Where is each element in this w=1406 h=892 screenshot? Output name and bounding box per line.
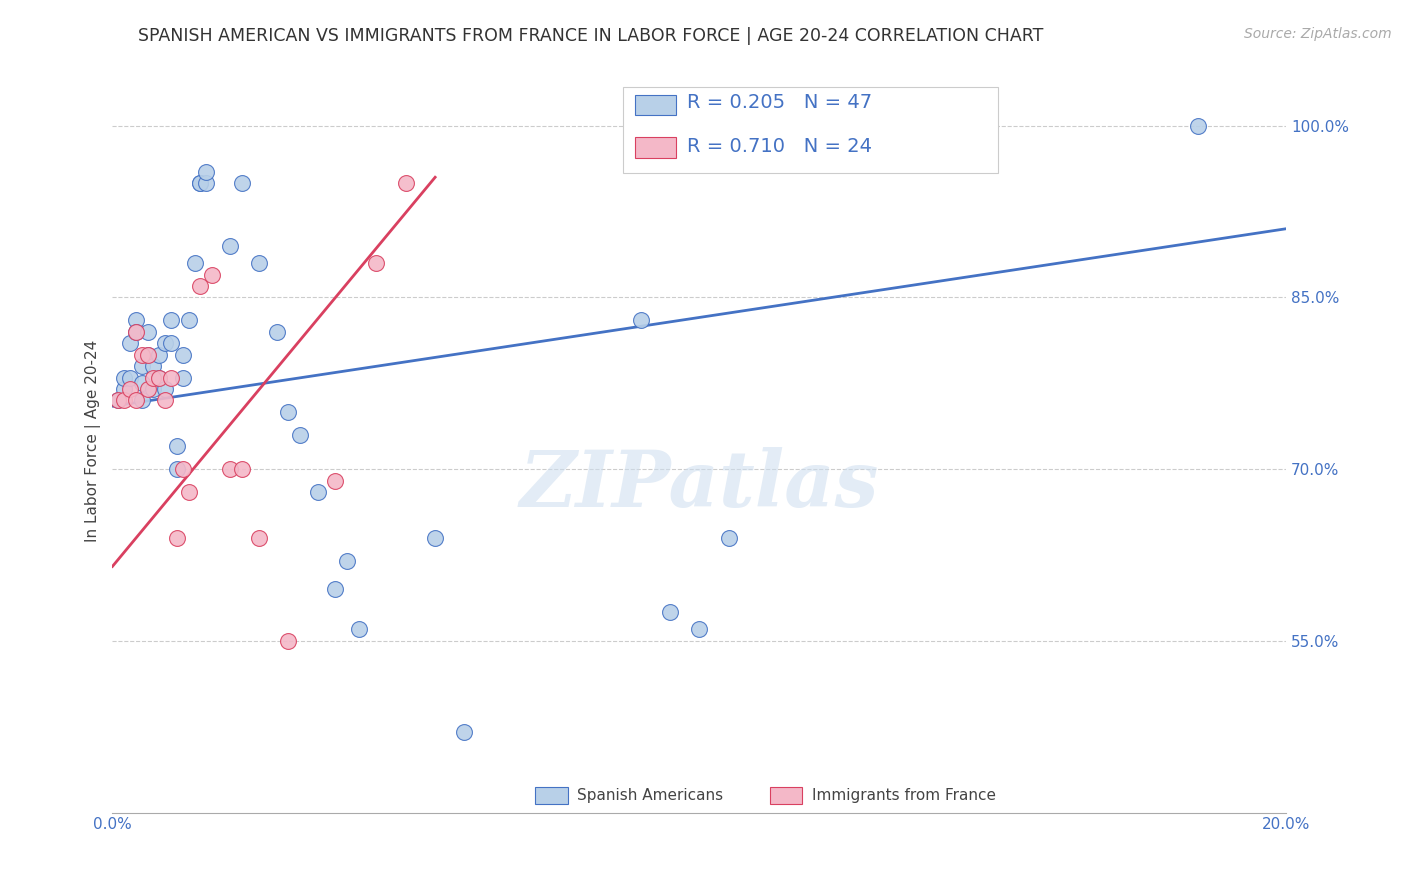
Point	[395, 176, 418, 190]
Text: R = 0.710   N = 24: R = 0.710 N = 24	[688, 137, 873, 156]
Point	[366, 256, 388, 270]
Point	[160, 336, 183, 351]
FancyBboxPatch shape	[769, 788, 803, 804]
Point	[107, 393, 129, 408]
Point	[688, 623, 710, 637]
Point	[125, 325, 148, 339]
Point	[231, 462, 253, 476]
Point	[201, 268, 224, 282]
Point	[136, 348, 159, 362]
Text: Source: ZipAtlas.com: Source: ZipAtlas.com	[1244, 27, 1392, 41]
Point	[177, 485, 200, 500]
Point	[155, 382, 177, 396]
Text: SPANISH AMERICAN VS IMMIGRANTS FROM FRANCE IN LABOR FORCE | AGE 20-24 CORRELATIO: SPANISH AMERICAN VS IMMIGRANTS FROM FRAN…	[138, 27, 1043, 45]
Point	[160, 313, 183, 327]
Point	[423, 531, 446, 545]
Point	[325, 582, 347, 597]
Point	[190, 176, 212, 190]
Point	[218, 239, 240, 253]
Y-axis label: In Labor Force | Age 20-24: In Labor Force | Age 20-24	[86, 339, 101, 541]
Point	[112, 382, 135, 396]
Point	[131, 348, 153, 362]
Point	[166, 462, 188, 476]
Point	[183, 256, 205, 270]
Point	[195, 176, 218, 190]
Point	[218, 462, 240, 476]
Text: ZIPatlas: ZIPatlas	[519, 447, 879, 524]
Point	[190, 279, 212, 293]
Point	[125, 393, 148, 408]
Point	[148, 370, 170, 384]
Point	[247, 256, 270, 270]
Point	[125, 325, 148, 339]
Point	[325, 474, 347, 488]
Point	[142, 382, 165, 396]
Point	[266, 325, 288, 339]
Point	[155, 393, 177, 408]
Point	[172, 348, 194, 362]
Point	[118, 336, 141, 351]
Point	[195, 164, 218, 178]
Point	[155, 336, 177, 351]
Point	[131, 376, 153, 391]
Point	[118, 382, 141, 396]
Text: Spanish Americans: Spanish Americans	[576, 788, 723, 803]
Point	[166, 439, 188, 453]
Point	[112, 393, 135, 408]
Point	[107, 393, 129, 408]
Point	[160, 370, 183, 384]
Point	[136, 348, 159, 362]
Point	[112, 370, 135, 384]
Point	[347, 623, 370, 637]
Point	[125, 313, 148, 327]
Point	[177, 313, 200, 327]
Text: Immigrants from France: Immigrants from France	[811, 788, 995, 803]
Point	[247, 531, 270, 545]
Point	[131, 393, 153, 408]
Point	[142, 370, 165, 384]
Point	[453, 725, 475, 739]
Point	[231, 176, 253, 190]
Point	[148, 348, 170, 362]
Text: R = 0.205   N = 47: R = 0.205 N = 47	[688, 94, 873, 112]
Point	[136, 325, 159, 339]
Point	[288, 427, 311, 442]
Point	[131, 359, 153, 373]
Point	[1187, 119, 1209, 133]
FancyBboxPatch shape	[634, 137, 676, 158]
Point	[717, 531, 740, 545]
Point	[118, 370, 141, 384]
FancyBboxPatch shape	[534, 788, 568, 804]
Point	[172, 370, 194, 384]
Point	[336, 554, 359, 568]
Point	[190, 176, 212, 190]
FancyBboxPatch shape	[623, 87, 998, 173]
Point	[136, 382, 159, 396]
Point	[277, 633, 299, 648]
Point	[172, 462, 194, 476]
Point	[142, 359, 165, 373]
Point	[277, 405, 299, 419]
Point	[148, 370, 170, 384]
Point	[307, 485, 329, 500]
Point	[166, 531, 188, 545]
Point	[658, 605, 681, 619]
FancyBboxPatch shape	[634, 95, 676, 115]
Point	[630, 313, 652, 327]
